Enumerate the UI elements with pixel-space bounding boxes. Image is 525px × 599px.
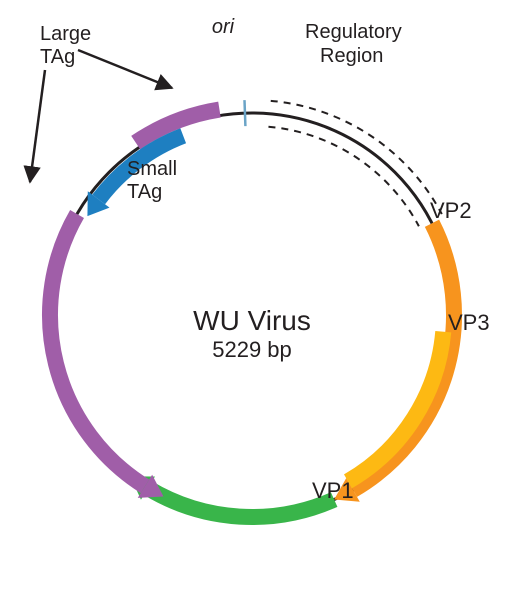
label-vp1: VP1 <box>312 478 354 503</box>
plasmid-size: 5229 bp <box>212 337 292 362</box>
ori-tick <box>244 100 245 126</box>
label-small-tag-1: Small <box>127 158 177 180</box>
label-vp2: VP2 <box>430 198 472 223</box>
gene-large-tag-seg1 <box>50 214 163 498</box>
pointer-large-tag-0 <box>78 50 172 88</box>
label-regulatory-1: Regulatory <box>305 21 402 43</box>
label-large-tag-1: Large <box>40 23 91 45</box>
pointer-large-tag-1 <box>30 70 45 182</box>
label-regulatory-2: Region <box>320 45 383 67</box>
plasmid-title: WU Virus <box>193 305 311 336</box>
regulatory-region-inner <box>268 127 418 227</box>
label-small-tag-2: TAg <box>127 181 162 203</box>
label-vp3: VP3 <box>448 310 490 335</box>
label-large-tag-2: TAg <box>40 46 75 68</box>
label-ori: ori <box>212 16 235 38</box>
